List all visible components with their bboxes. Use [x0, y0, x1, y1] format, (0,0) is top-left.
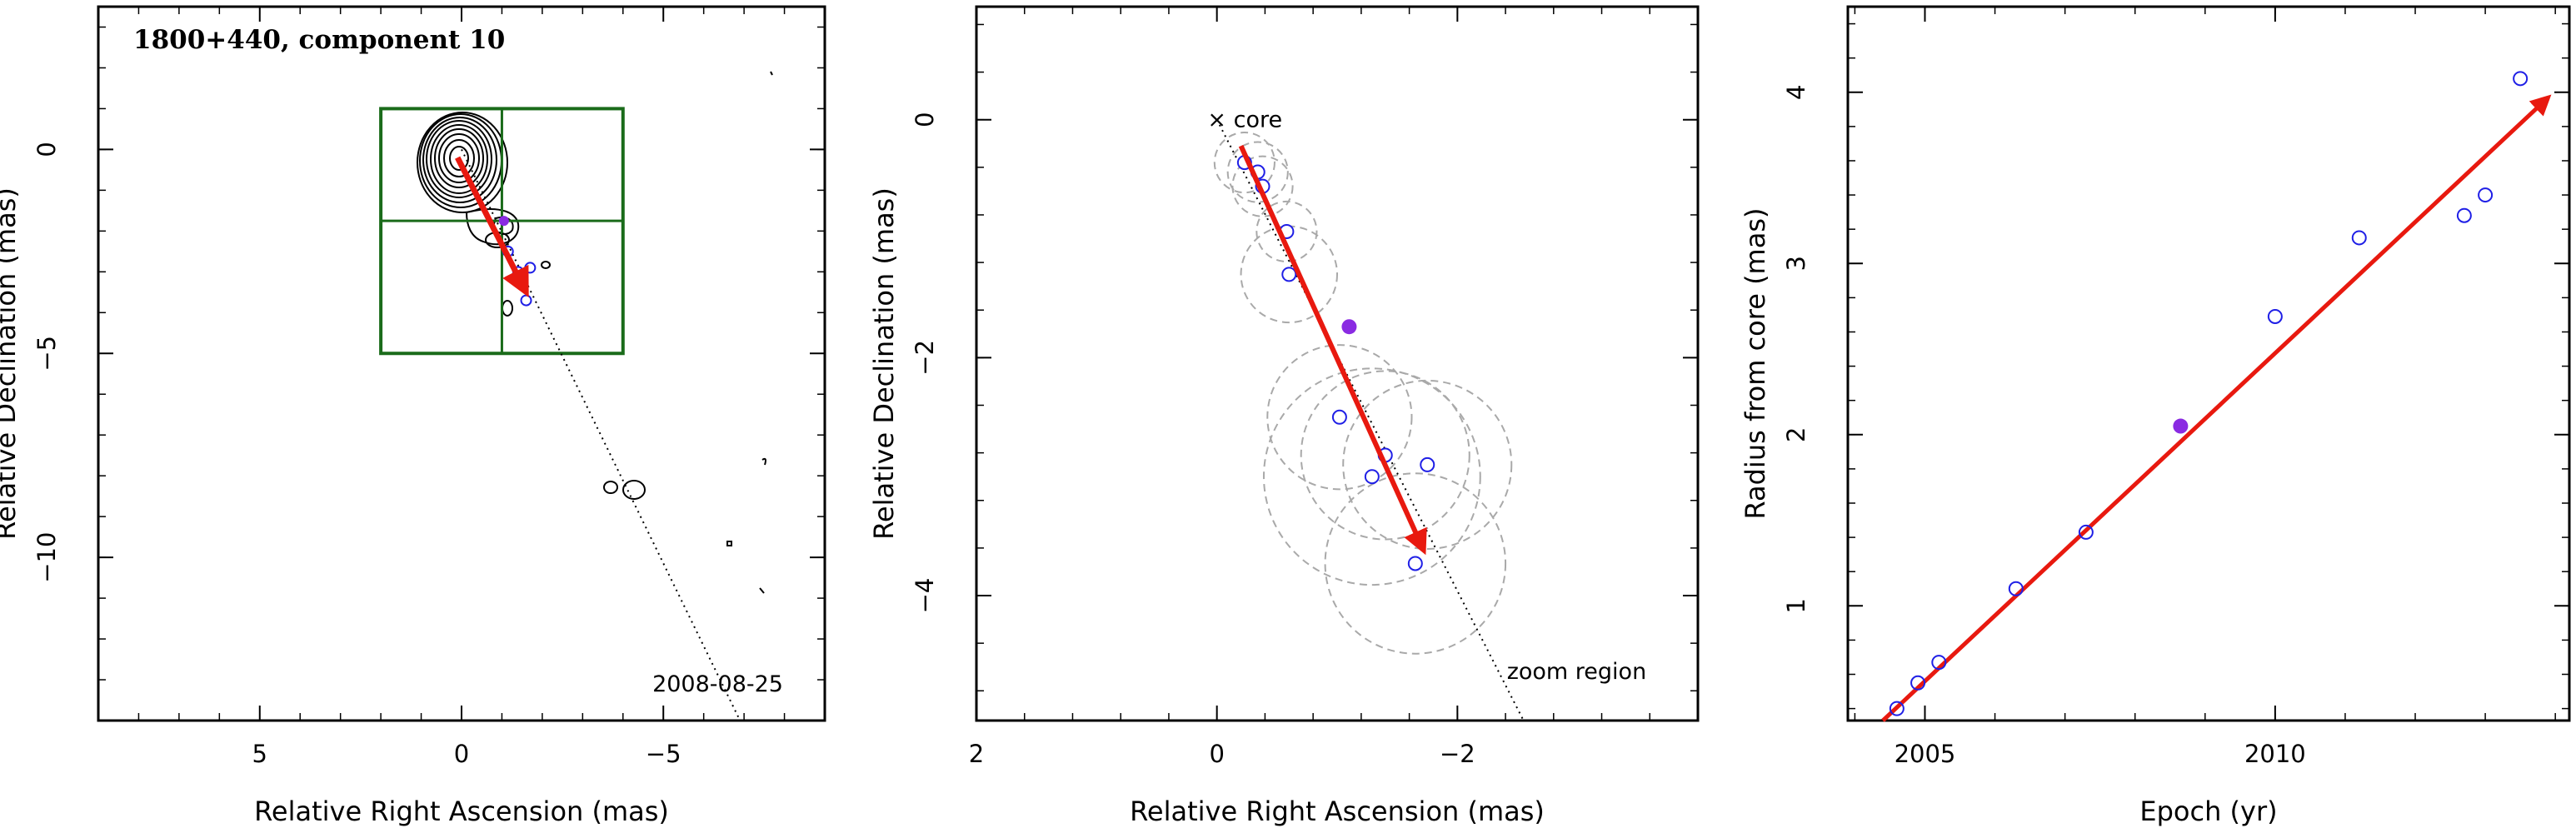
y-tick-label: −10 — [32, 532, 61, 583]
error-circle — [1342, 379, 1513, 550]
y-axis-title: Relative Declination (mas) — [868, 187, 900, 540]
component-position — [524, 262, 537, 274]
y-tick-label: 3 — [1782, 256, 1810, 271]
motion-arrow — [1238, 144, 1427, 556]
x-tick-label: −5 — [646, 740, 681, 768]
y-axis-title: Radius from core (mas) — [1740, 207, 1771, 519]
radius-panel: 2005 2010 1 2 3 4 Epoch (yr) Radius from core (… — [1740, 5, 2571, 827]
x-tick-label: 2010 — [2244, 740, 2306, 768]
component-position — [1407, 556, 1423, 571]
x-tick-label: −2 — [1440, 740, 1475, 768]
x-tick-label: 2 — [969, 740, 984, 768]
y-tick-label: 1 — [1782, 598, 1810, 613]
x-tick-label: 2005 — [1895, 740, 1956, 768]
map-contours — [417, 71, 773, 594]
zoom-region-label: zoom region — [1507, 659, 1646, 685]
epoch-point — [2008, 581, 2024, 596]
component-position — [1281, 267, 1297, 282]
radius-plot-frame — [1846, 5, 2571, 722]
epoch-point — [2513, 71, 2529, 87]
x-tick-label: 5 — [252, 740, 267, 768]
error-circle — [1266, 344, 1413, 491]
y-tick-label: −2 — [911, 340, 939, 376]
component-position — [1331, 409, 1347, 425]
y-tick-label: −4 — [911, 578, 939, 614]
epoch-point — [1910, 675, 1926, 691]
y-tick-label: 2 — [1782, 427, 1810, 442]
epoch-point — [1889, 701, 1905, 716]
core-marker: × — [1207, 107, 1226, 133]
core-label: core — [1234, 107, 1282, 133]
y-tick-label: −5 — [32, 336, 61, 372]
error-circle — [1324, 472, 1507, 655]
x-tick-label: 0 — [454, 740, 469, 768]
y-tick-label: 0 — [32, 142, 61, 157]
epoch-point — [2078, 524, 2094, 540]
component-position — [1364, 469, 1380, 485]
track-line — [461, 148, 741, 721]
track-line — [1216, 119, 1525, 721]
motion-arrow — [455, 156, 529, 298]
zoom-panel: 2 0 −2 0 −2 −4 Relative Right Ascension (mas) R… — [868, 5, 1700, 827]
epoch-point — [2456, 207, 2472, 223]
error-circle — [1231, 155, 1294, 217]
x-axis-title: Relative Right Ascension (mas) — [254, 796, 669, 827]
x-axis-title: Epoch (yr) — [2139, 796, 2277, 827]
y-tick-label: 0 — [911, 112, 939, 127]
map-panel: 1800+440, component 10 2008-08-25 5 0 — [0, 5, 826, 827]
component-position — [1420, 456, 1435, 472]
map-title: 1800+440, component 10 — [133, 25, 505, 55]
highlighted-position — [498, 216, 509, 227]
highlighted-point — [2173, 418, 2189, 434]
fit-arrow — [1881, 94, 2552, 722]
highlighted-position — [1341, 319, 1357, 335]
map-date-label: 2008-08-25 — [652, 671, 783, 697]
epoch-point — [2267, 308, 2283, 324]
error-circle — [1213, 132, 1276, 194]
component-position — [520, 294, 532, 307]
epoch-point — [1931, 655, 1947, 671]
y-axis-title: Relative Declination (mas) — [0, 187, 22, 540]
error-circle — [1262, 367, 1481, 586]
epoch-point — [2478, 187, 2494, 203]
zoom-plot-frame — [975, 5, 1700, 722]
y-tick-label: 4 — [1782, 85, 1810, 100]
epoch-point — [2351, 230, 2367, 246]
x-tick-label: 0 — [1209, 740, 1224, 768]
error-circle — [1226, 141, 1289, 203]
x-axis-title: Relative Right Ascension (mas) — [1130, 796, 1545, 827]
error-circle — [1256, 200, 1318, 263]
error-circle — [1300, 370, 1470, 541]
